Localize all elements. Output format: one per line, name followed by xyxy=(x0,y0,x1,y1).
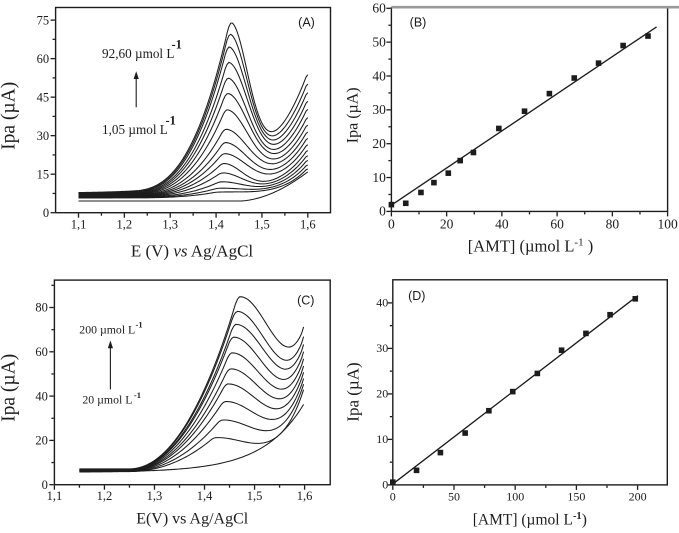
svg-text:0: 0 xyxy=(42,478,48,492)
svg-text:1,4: 1,4 xyxy=(208,218,224,232)
svg-text:200: 200 xyxy=(629,489,647,503)
svg-text:200 µmol L: 200 µmol L xyxy=(79,323,135,337)
svg-text:1,6: 1,6 xyxy=(297,489,313,503)
svg-text:1,05 µmol L: 1,05 µmol L xyxy=(102,122,168,137)
svg-text:30: 30 xyxy=(37,129,50,143)
svg-text:45: 45 xyxy=(37,90,50,104)
svg-text:60: 60 xyxy=(35,345,48,359)
svg-text:1,3: 1,3 xyxy=(162,218,178,232)
svg-text:Ipa (µA): Ipa (µA) xyxy=(343,362,362,421)
svg-text:-1: -1 xyxy=(166,114,176,128)
svg-text:0: 0 xyxy=(382,478,388,492)
svg-text:1,5: 1,5 xyxy=(247,489,263,503)
svg-text:30: 30 xyxy=(376,341,388,355)
svg-text:75: 75 xyxy=(37,13,50,27)
svg-text:20: 20 xyxy=(372,136,386,151)
svg-text:-1: -1 xyxy=(134,390,141,400)
svg-text:40: 40 xyxy=(35,389,48,403)
svg-text:80: 80 xyxy=(35,301,48,315)
svg-text:(B): (B) xyxy=(410,15,427,29)
svg-text:1,3: 1,3 xyxy=(147,489,163,503)
svg-text:Ipa (µA): Ipa (µA) xyxy=(0,82,20,150)
svg-text:-1: -1 xyxy=(172,38,182,52)
svg-text:0: 0 xyxy=(379,204,386,219)
svg-text:20: 20 xyxy=(376,387,388,401)
svg-text:80: 80 xyxy=(606,216,620,231)
svg-text:20 µmol L: 20 µmol L xyxy=(82,393,132,407)
svg-text:10: 10 xyxy=(376,432,388,446)
svg-text:60: 60 xyxy=(37,52,50,66)
svg-text:50: 50 xyxy=(372,34,386,49)
svg-text:Ipa (µA): Ipa (µA) xyxy=(345,87,362,143)
svg-text:[AMT] (µmol L-1 ): [AMT] (µmol L-1 ) xyxy=(468,237,593,256)
svg-text:1,2: 1,2 xyxy=(117,218,133,232)
svg-text:0: 0 xyxy=(388,216,395,231)
svg-text:0: 0 xyxy=(43,206,49,220)
svg-text:100: 100 xyxy=(506,489,524,503)
svg-text:40: 40 xyxy=(495,216,509,231)
svg-text:10: 10 xyxy=(372,170,386,185)
svg-text:1,1: 1,1 xyxy=(71,218,87,232)
svg-text:40: 40 xyxy=(372,68,386,83)
svg-text:[AMT] (µmol L-1): [AMT] (µmol L-1) xyxy=(473,511,587,529)
svg-text:60: 60 xyxy=(550,216,564,231)
svg-text:20: 20 xyxy=(440,216,454,231)
svg-text:-1: -1 xyxy=(136,319,143,329)
svg-text:20: 20 xyxy=(35,434,48,448)
svg-text:1,5: 1,5 xyxy=(254,218,270,232)
svg-text:1,4: 1,4 xyxy=(197,489,213,503)
svg-text:30: 30 xyxy=(372,102,386,117)
svg-text:1,6: 1,6 xyxy=(300,218,316,232)
svg-text:60: 60 xyxy=(372,1,386,16)
svg-text:50: 50 xyxy=(448,489,460,503)
svg-text:15: 15 xyxy=(37,167,50,181)
svg-text:Ipa (µA): Ipa (µA) xyxy=(0,354,20,422)
svg-text:E (V) vs Ag/AgCl: E (V) vs Ag/AgCl xyxy=(131,242,254,261)
svg-text:92,60 µmol L: 92,60 µmol L xyxy=(102,46,174,61)
svg-text:150: 150 xyxy=(567,489,585,503)
svg-text:E(V) vs Ag/AgCl: E(V) vs Ag/AgCl xyxy=(136,511,249,528)
svg-text:(D): (D) xyxy=(408,289,425,303)
svg-text:1,1: 1,1 xyxy=(47,489,63,503)
svg-text:1,2: 1,2 xyxy=(97,489,113,503)
svg-text:0: 0 xyxy=(390,489,396,503)
svg-text:100: 100 xyxy=(657,216,678,231)
svg-text:(A): (A) xyxy=(298,15,315,29)
svg-text:(C): (C) xyxy=(297,293,314,307)
svg-text:40: 40 xyxy=(376,296,388,310)
